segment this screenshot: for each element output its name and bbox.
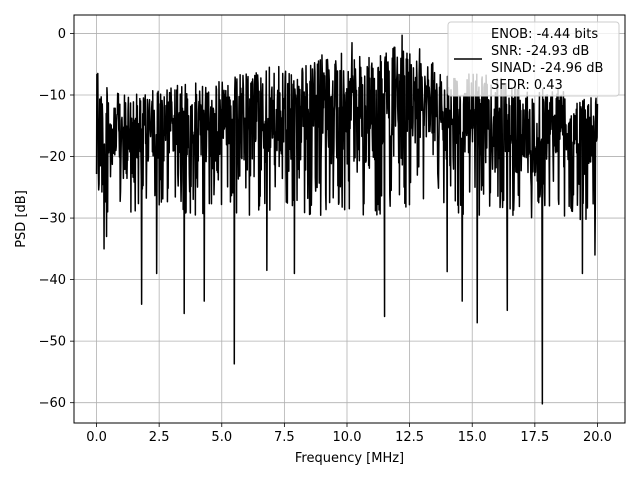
x-ticks: 0.0 2.5 5.0 7.5 10.0 12.5 15.0 17.5 20.0 <box>86 423 612 445</box>
x-axis-label: Frequency [MHz] <box>295 451 404 466</box>
x-tick-label: 20.0 <box>583 430 612 445</box>
x-tick-label: 10.0 <box>333 430 362 445</box>
x-tick-label: 0.0 <box>86 430 107 445</box>
plot-frame <box>73 14 626 424</box>
x-tick-label: 15.0 <box>458 430 487 445</box>
legend-box <box>447 21 620 97</box>
y-axis-label: PSD [dB] <box>14 190 29 248</box>
legend-line-sfdr: SFDR: 0.43 <box>491 78 563 93</box>
x-tick-label: 7.5 <box>274 430 295 445</box>
y-ticks: 0 −10 −20 −30 −40 −50 −60 <box>39 27 74 411</box>
x-tick-label: 2.5 <box>149 430 170 445</box>
legend-line-snr: SNR: -24.93 dB <box>491 44 589 59</box>
legend: ENOB: -4.44 bits SNR: -24.93 dB SINAD: -… <box>447 21 620 97</box>
y-tick-label: −30 <box>39 212 66 227</box>
y-tick-label: −60 <box>39 396 66 411</box>
psd-series-line <box>95 34 599 405</box>
y-tick-label: −10 <box>39 89 66 104</box>
x-tick-label: 17.5 <box>520 430 549 445</box>
x-tick-label: 5.0 <box>211 430 232 445</box>
y-tick-label: 0 <box>58 27 66 42</box>
y-tick-label: −40 <box>39 273 66 288</box>
series-layer <box>95 34 599 405</box>
legend-line-sinad: SINAD: -24.96 dB <box>491 61 603 76</box>
legend-line-enob: ENOB: -4.44 bits <box>491 27 598 42</box>
x-tick-label: 12.5 <box>395 430 424 445</box>
y-tick-label: −50 <box>39 335 66 350</box>
y-tick-label: −20 <box>39 150 66 165</box>
